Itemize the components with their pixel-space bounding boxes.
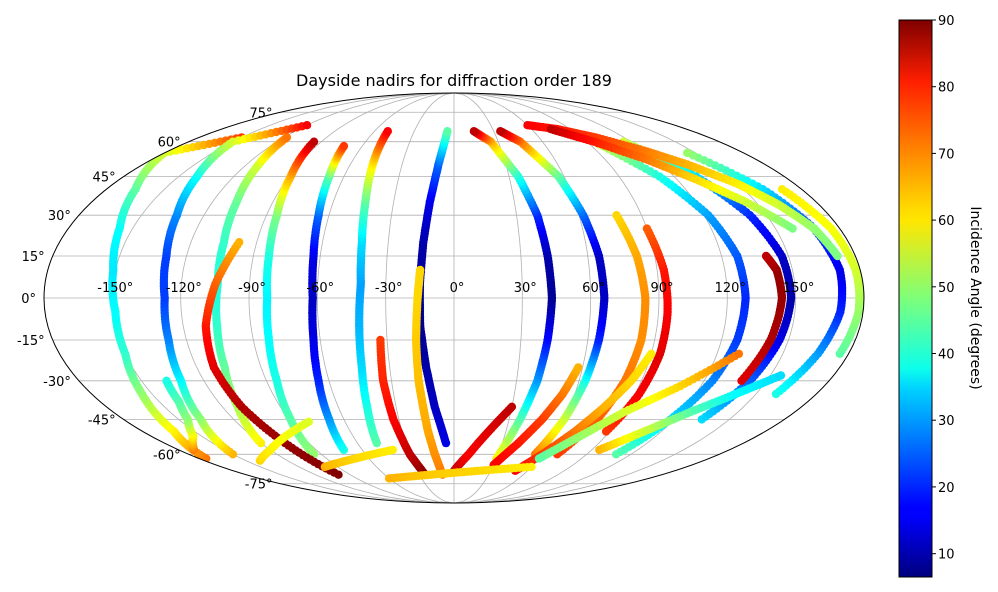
latitude-tick-label: -15° <box>17 334 45 349</box>
latitude-tick-label: 75° <box>249 106 272 121</box>
data-point <box>304 417 313 426</box>
data-point <box>776 371 786 380</box>
latitude-tick-label: 0° <box>21 292 36 307</box>
colorbar-gradient <box>898 19 933 578</box>
longitude-tick-label: -30° <box>375 281 403 296</box>
data-point <box>339 141 349 151</box>
data-point <box>302 121 312 130</box>
colorbar-tick-label: 80 <box>938 81 955 96</box>
latitude-tick-label: -75° <box>245 478 273 493</box>
colorbar: 10 20 30 40 50 60 70 80 90 Incidence Angle (degr… <box>898 14 983 578</box>
colorbar-label: Incidence Angle (degrees) <box>967 206 983 389</box>
data-point <box>612 211 621 220</box>
latitude-tick-label: 60° <box>158 136 181 151</box>
colorbar-tick-label: 40 <box>938 348 955 363</box>
data-point <box>642 224 652 233</box>
data-point <box>777 185 787 194</box>
latitude-tick-label: 30° <box>48 209 71 224</box>
data-point <box>282 133 292 142</box>
latitude-tick-label: -30° <box>43 375 71 390</box>
longitude-tick-label: 150° <box>783 281 814 296</box>
longitude-tick-label: 60° <box>582 281 605 296</box>
data-point <box>416 265 425 275</box>
data-point <box>761 251 771 261</box>
longitude-tick-label: 0° <box>450 281 465 296</box>
data-point <box>788 224 797 233</box>
data-point <box>235 238 244 247</box>
longitude-tick-label: -90° <box>238 281 266 296</box>
data-point <box>647 349 656 358</box>
latitude-tick-label: 45° <box>93 171 116 186</box>
data-point <box>388 445 397 455</box>
colorbar-tick-label: 50 <box>938 281 955 296</box>
colorbar-tick-label: 20 <box>938 481 955 496</box>
longitude-tick-label: 90° <box>650 281 673 296</box>
colorbar-ticks: 10 20 30 40 50 60 70 80 90 <box>932 14 955 563</box>
colorbar-tick-label: 60 <box>938 214 955 229</box>
latitude-tick-label: 15° <box>22 250 45 265</box>
latitude-tick-label: -45° <box>88 413 116 428</box>
data-point <box>527 462 536 472</box>
data-point <box>376 335 385 345</box>
longitude-tick-label: -60° <box>306 281 334 296</box>
colorbar-tick-label: 10 <box>938 548 955 563</box>
longitude-tick-label: 30° <box>514 281 537 296</box>
data-point <box>162 376 171 385</box>
colorbar-tick-label: 30 <box>938 414 955 429</box>
data-point <box>443 127 452 136</box>
data-point <box>383 127 392 136</box>
data-point <box>833 251 842 261</box>
data-point <box>574 363 583 372</box>
data-point <box>683 148 692 158</box>
colorbar-tick-label: 70 <box>938 147 955 162</box>
data-point <box>309 137 319 146</box>
longitude-tick-label: 120° <box>715 281 746 296</box>
latitude-tick-label: -60° <box>153 448 181 463</box>
data-point <box>507 402 517 411</box>
longitude-tick-label: -120° <box>166 281 202 296</box>
data-point <box>496 127 505 136</box>
data-points <box>108 121 864 483</box>
data-point <box>469 127 479 136</box>
longitude-tick-label: -150° <box>97 281 133 296</box>
chart-title: Dayside nadirs for diffraction order 189 <box>296 71 612 90</box>
colorbar-tick-label: 90 <box>938 14 955 29</box>
data-point <box>734 349 744 358</box>
